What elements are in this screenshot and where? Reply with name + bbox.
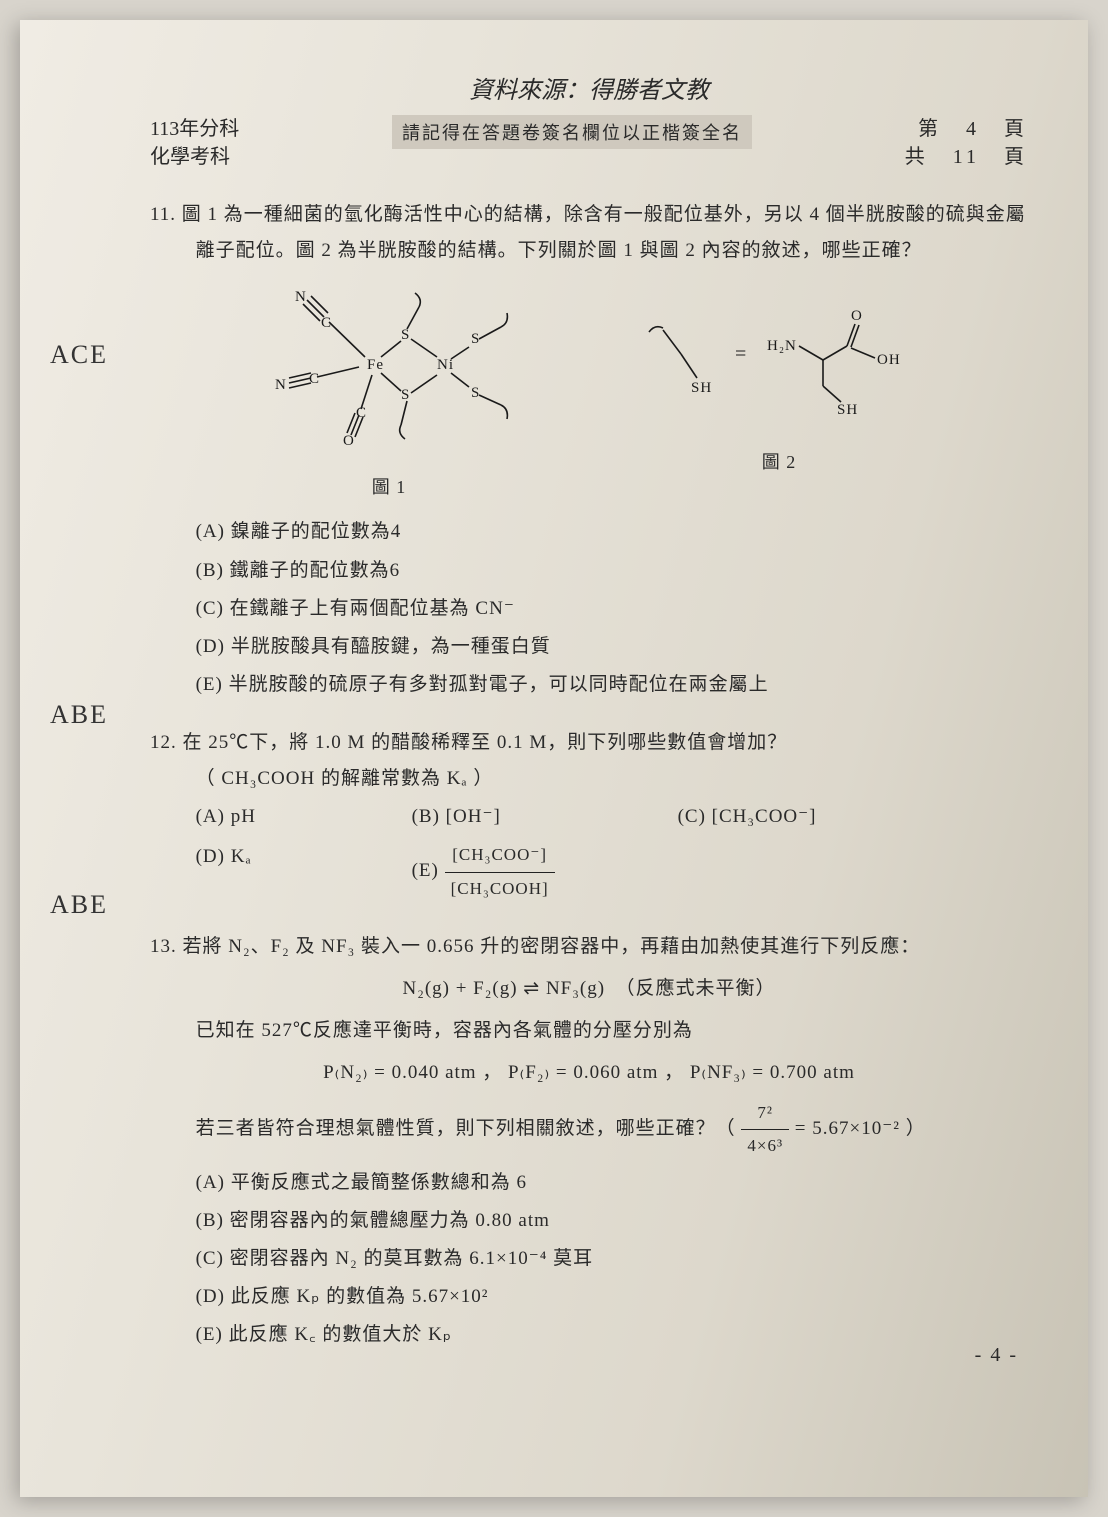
q13-stem: 13. 若將 N₂、F₂ 及 NF₃ 裝入一 0.656 升的密閉容器中，再藉由… xyxy=(150,929,1028,965)
svg-text:OH: OH xyxy=(877,352,901,368)
exam-page: 資料來源：得勝者文教 113年分科 化學考科 請記得在答題卷簽名欄位以正楷簽全名… xyxy=(20,20,1088,1497)
figure-2-structure: SH = H₂N O OH SH xyxy=(639,302,919,422)
svg-text:S: S xyxy=(471,385,480,401)
q11-stem: 11. 圖 1 為一種細菌的氫化酶活性中心的結構，除含有一般配位基外，另以 4 … xyxy=(150,197,1028,269)
exam-year: 113年分科 xyxy=(150,115,239,143)
svg-text:O: O xyxy=(343,433,355,447)
source-attribution: 資料來源：得勝者文教 xyxy=(150,70,1028,105)
svg-text:SH: SH xyxy=(837,402,858,418)
q12-option-a: (A) pH xyxy=(196,799,356,835)
svg-text:C: C xyxy=(309,371,320,387)
figure-1-wrap: Fe Ni CN CN xyxy=(259,277,519,504)
question-13: ABE 13. 若將 N₂、F₂ 及 NF₃ 裝入一 0.656 升的密閉容器中… xyxy=(150,929,1028,1353)
margin-answer-13: ABE xyxy=(50,880,108,929)
header-left: 113年分科 化學考科 xyxy=(150,115,239,171)
margin-answer-11: ACE xyxy=(50,330,108,379)
q13-equation: N₂(g) + F₂(g) ⇌ NF₃(g) （反應式未平衡） xyxy=(150,971,1028,1007)
page-total: 共 11 頁 xyxy=(905,143,1028,171)
question-12: ABE 12. 在 25℃下，將 1.0 M 的醋酸稀釋至 0.1 M，則下列哪… xyxy=(150,725,1028,907)
svg-text:S: S xyxy=(401,387,410,403)
q13-option-d: (D) 此反應 Kₚ 的數值為 5.67×10² xyxy=(196,1279,1028,1315)
q13-options: (A) 平衡反應式之最簡整係數總和為 6 (B) 密閉容器內的氣體總壓力為 0.… xyxy=(150,1165,1028,1353)
q11-option-c: (C) 在鐵離子上有兩個配位基為 CN⁻ xyxy=(196,591,1028,627)
footer-page-number: - 4 - xyxy=(975,1344,1018,1367)
svg-text:S: S xyxy=(401,327,410,343)
q12-options: (A) pH (B) [OH⁻] (C) [CH₃COO⁻] (D) Kₐ (E… xyxy=(150,797,1028,907)
q13-pressures: P₍N₂₎ = 0.040 atm ， P₍F₂₎ = 0.060 atm ， … xyxy=(150,1055,1028,1091)
q11-option-e: (E) 半胱胺酸的硫原子有多對孤對電子，可以同時配位在兩金屬上 xyxy=(196,667,1028,703)
svg-text:C: C xyxy=(321,315,332,331)
exam-subject: 化學考科 xyxy=(150,143,239,171)
margin-answer-12: ABE xyxy=(50,690,108,739)
page-header: 113年分科 化學考科 請記得在答題卷簽名欄位以正楷簽全名 第 4 頁 共 11… xyxy=(150,115,1028,171)
q13-line2: 已知在 527℃反應達平衡時，容器內各氣體的分壓分別為 xyxy=(150,1013,1028,1049)
svg-text:O: O xyxy=(851,308,863,324)
svg-text:=: = xyxy=(735,343,747,365)
page-indicator: 第 4 頁 共 11 頁 xyxy=(905,115,1028,171)
q13-option-a: (A) 平衡反應式之最簡整係數總和為 6 xyxy=(196,1165,1028,1201)
svg-text:N: N xyxy=(275,377,287,393)
figure-2-caption: 圖 2 xyxy=(639,445,919,479)
q11-option-b: (B) 鐵離子的配位數為6 xyxy=(196,553,1028,589)
q12-stem: 12. 在 25℃下，將 1.0 M 的醋酸稀釋至 0.1 M，則下列哪些數值會… xyxy=(150,725,1028,761)
q12-option-b: (B) [OH⁻] xyxy=(412,799,622,835)
svg-text:H₂N: H₂N xyxy=(767,338,797,354)
q12-option-e: (E) [CH₃COO⁻][CH₃COOH] xyxy=(412,839,622,905)
q13-option-b: (B) 密閉容器內的氣體總壓力為 0.80 atm xyxy=(196,1203,1028,1239)
figure-2-wrap: SH = H₂N O OH SH xyxy=(639,302,919,479)
q13-option-e: (E) 此反應 K꜀ 的數值大於 Kₚ xyxy=(196,1317,1028,1353)
svg-text:N: N xyxy=(295,289,307,305)
q12-option-c: (C) [CH₃COO⁻] xyxy=(678,799,838,835)
svg-text:C: C xyxy=(356,405,367,421)
q11-figures: Fe Ni CN CN xyxy=(150,277,1028,504)
svg-text:Fe: Fe xyxy=(367,357,384,373)
q11-options: (A) 鎳離子的配位數為4 (B) 鐵離子的配位數為6 (C) 在鐵離子上有兩個… xyxy=(150,514,1028,702)
svg-text:S: S xyxy=(471,331,480,347)
signature-instruction: 請記得在答題卷簽名欄位以正楷簽全名 xyxy=(392,115,752,149)
figure-1-caption: 圖 1 xyxy=(259,470,519,504)
q12-substem: （ CH₃COOH 的解離常數為 Kₐ ） xyxy=(150,761,1028,797)
q11-option-a: (A) 鎳離子的配位數為4 xyxy=(196,514,1028,550)
q13-option-c: (C) 密閉容器內 N₂ 的莫耳數為 6.1×10⁻⁴ 莫耳 xyxy=(196,1241,1028,1277)
q12-option-d: (D) Kₐ xyxy=(196,839,356,905)
question-11: ACE 11. 圖 1 為一種細菌的氫化酶活性中心的結構，除含有一般配位基外，另… xyxy=(150,197,1028,703)
q11-option-d: (D) 半胱胺酸具有醯胺鍵，為一種蛋白質 xyxy=(196,629,1028,665)
q13-line3: 若三者皆符合理想氣體性質，則下列相關敘述，哪些正確？（ 7²4×6³ = 5.6… xyxy=(150,1097,1028,1163)
figure-1-structure: Fe Ni CN CN xyxy=(259,277,519,447)
page-current: 第 4 頁 xyxy=(905,115,1028,143)
svg-text:SH: SH xyxy=(691,380,712,396)
